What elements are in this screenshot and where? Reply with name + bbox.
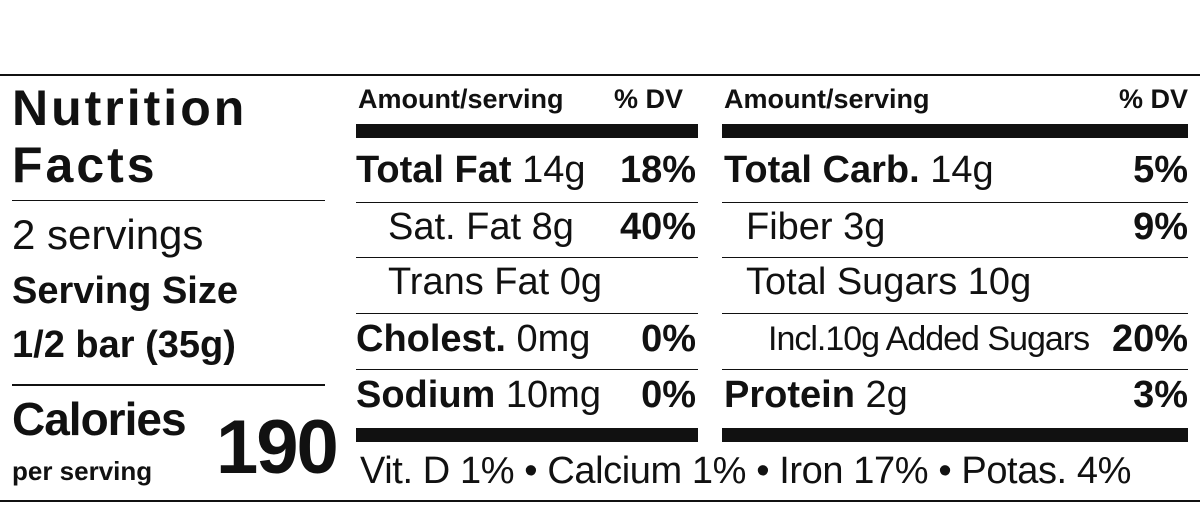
col1-header-amount: Amount/serving	[358, 84, 564, 114]
col2-row-total-carb: Total Carb. 14g	[724, 151, 994, 189]
left-divider-1	[12, 200, 325, 201]
col1-divider	[356, 313, 698, 314]
col1-row-trans-fat: Trans Fat 0g	[388, 263, 602, 301]
col1-row-total-fat-dv: 18%	[619, 149, 696, 191]
left-divider-2	[12, 384, 325, 386]
col2-thick-bar-top	[722, 124, 1188, 138]
col2-divider	[722, 313, 1188, 314]
col1-thick-bar-top	[356, 124, 698, 138]
col1-divider	[356, 257, 698, 258]
title-facts: Facts	[12, 137, 158, 193]
col2-divider	[722, 202, 1188, 203]
col2-divider	[722, 369, 1188, 370]
nutrient-name: Cholest.	[356, 318, 506, 360]
col2-header-dv: % DV	[1118, 84, 1188, 114]
nutrient-name: Trans Fat	[388, 261, 550, 303]
nutrient-name: Total Fat	[356, 149, 512, 191]
per-serving-label: per serving	[12, 456, 153, 486]
col2-row-fiber: Fiber 3g	[746, 208, 885, 246]
bottom-border	[0, 500, 1200, 502]
col2-row-added-sugars: Incl.10g Added Sugars	[768, 320, 1090, 358]
col2-divider	[722, 257, 1188, 258]
col1-divider	[356, 369, 698, 370]
col1-thick-bar-bottom	[356, 428, 698, 442]
top-border	[0, 74, 1200, 76]
serving-size-value: 1/2 bar (35g)	[12, 324, 236, 366]
col1-row-cholest-dv: 0%	[641, 318, 696, 360]
col1-row-cholest: Cholest. 0mg	[356, 320, 590, 358]
nutrient-name: Total Carb.	[724, 149, 920, 191]
col2-row-protein: Protein 2g	[724, 376, 908, 414]
nutrient-amount: 14g	[522, 149, 586, 191]
col2-row-total-sugars: Total Sugars 10g	[746, 263, 1031, 301]
nutrient-name: Fiber	[746, 206, 833, 248]
col2-header-amount: Amount/serving	[724, 84, 930, 114]
nutrient-amount: 10mg	[505, 374, 601, 416]
nutrient-amount: 14g	[930, 149, 994, 191]
col1-row-sat-fat: Sat. Fat 8g	[388, 208, 574, 246]
nutrient-amount: 10g	[967, 261, 1032, 303]
nutrient-name: Total Sugars	[746, 261, 958, 303]
nutrient-name: Sat. Fat	[388, 206, 522, 248]
col2-row-total-carb-dv: 5%	[1133, 149, 1188, 191]
col2-row-protein-dv: 3%	[1133, 374, 1188, 416]
col1-row-sat-fat-dv: 40%	[619, 206, 696, 248]
nutrient-name: Sodium	[356, 374, 496, 416]
nutrient-amount: 3g	[843, 206, 886, 248]
col1-header-dv: % DV	[614, 84, 684, 114]
title-nutrition: Nutrition	[12, 80, 248, 136]
nutrient-amount: 0g	[559, 261, 603, 303]
col1-row-sodium-dv: 0%	[641, 374, 696, 416]
col2-thick-bar-bottom	[722, 428, 1188, 442]
serving-size-label: Serving Size	[12, 270, 238, 312]
col1-row-sodium: Sodium 10mg	[356, 376, 601, 414]
nutrient-amount: 0mg	[516, 318, 591, 360]
calories-value: 190	[216, 405, 339, 490]
calories-label: Calories	[12, 393, 187, 445]
col2-row-added-sugars-dv: 20%	[1111, 318, 1188, 360]
nutrient-amount: 8g	[531, 206, 574, 248]
col2-row-fiber-dv: 9%	[1133, 206, 1188, 248]
servings-count: 2 servings	[12, 211, 204, 258]
col1-divider	[356, 202, 698, 203]
col1-row-total-fat: Total Fat 14g	[356, 151, 585, 189]
nutrient-amount: 2g	[865, 374, 908, 416]
nutrient-name: Protein	[724, 374, 855, 416]
vitamins-minerals-line: Vit. D 1% • Calcium 1% • Iron 17% • Pota…	[360, 450, 1131, 492]
